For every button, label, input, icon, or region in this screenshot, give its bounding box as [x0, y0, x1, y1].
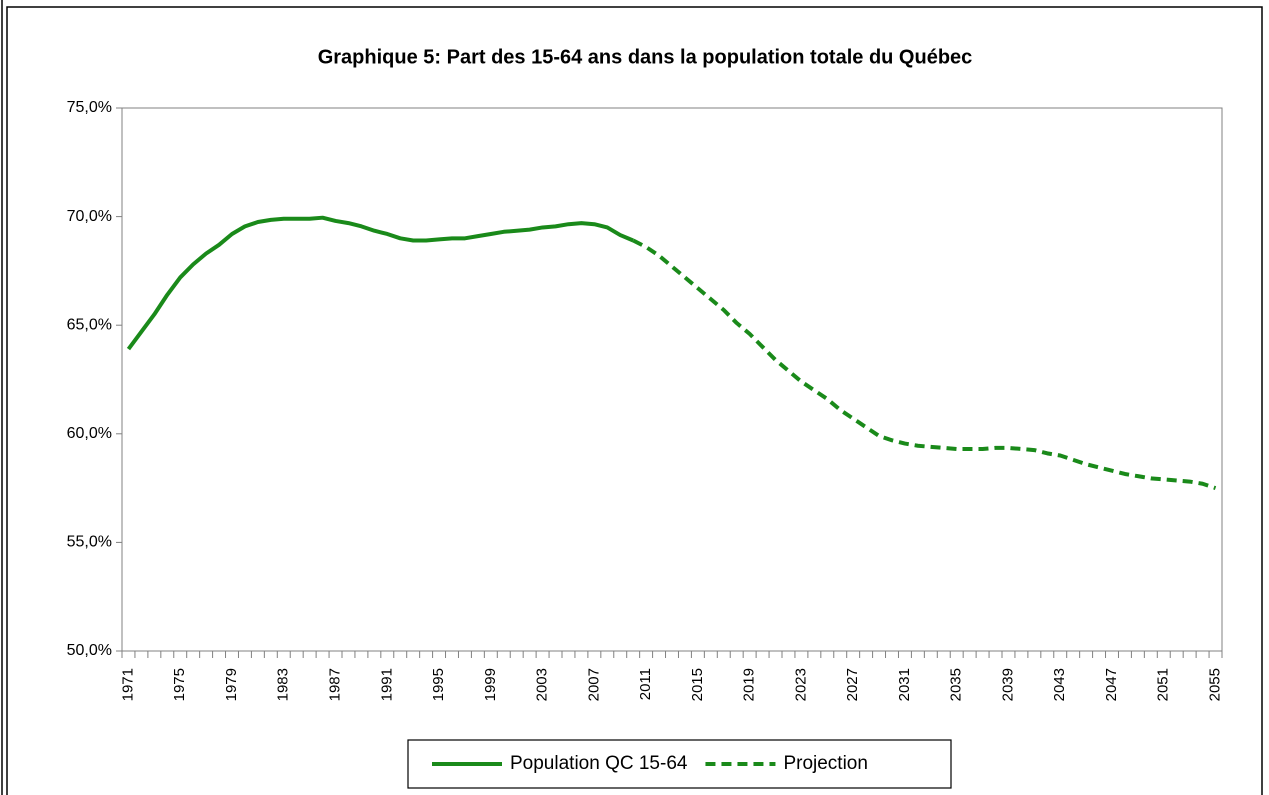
frame	[6, 6, 1263, 795]
y-tick-label: 55,0%	[67, 534, 112, 551]
series-line	[632, 238, 1217, 490]
x-tick-label: 2031	[896, 668, 913, 701]
x-tick-label: 2027	[844, 668, 861, 701]
x-tick-label: 2019	[741, 668, 758, 701]
x-tick-label: 2011	[637, 668, 654, 700]
y-tick-label: 50,0%	[67, 642, 112, 659]
x-tick-label: 1971	[119, 668, 136, 701]
x-tick-label: 1975	[171, 668, 188, 701]
x-tick-label: 2015	[689, 668, 706, 701]
x-tick-label: 1999	[482, 668, 499, 701]
y-tick-label: 70,0%	[67, 208, 112, 225]
x-tick-label: 1983	[275, 668, 292, 701]
y-tick-label: 60,0%	[67, 425, 112, 442]
legend-label: Population QC 15-64	[510, 753, 688, 774]
x-tick-label: 2003	[534, 668, 551, 701]
chart-title: Graphique 5: Part des 15-64 ans dans la …	[318, 46, 973, 68]
x-tick-label: 2055	[1206, 668, 1223, 701]
x-tick-label: 2035	[948, 668, 965, 701]
legend-label: Projection	[783, 753, 868, 774]
x-tick-label: 1987	[326, 668, 343, 701]
series-line	[126, 215, 634, 351]
x-tick-label: 2023	[792, 668, 809, 701]
x-tick-label: 2007	[585, 668, 602, 701]
x-tick-label: 2051	[1155, 668, 1172, 701]
y-tick-label: 75,0%	[67, 99, 112, 116]
x-tick-label: 1991	[378, 668, 395, 701]
x-tick-label: 2043	[1051, 668, 1068, 701]
x-tick-label: 1995	[430, 668, 447, 701]
x-tick-label: 1979	[223, 668, 240, 701]
y-tick-label: 65,0%	[67, 316, 112, 333]
x-tick-label: 2047	[1103, 668, 1120, 701]
plot-area	[121, 107, 1223, 652]
x-tick-label: 2039	[999, 668, 1016, 701]
